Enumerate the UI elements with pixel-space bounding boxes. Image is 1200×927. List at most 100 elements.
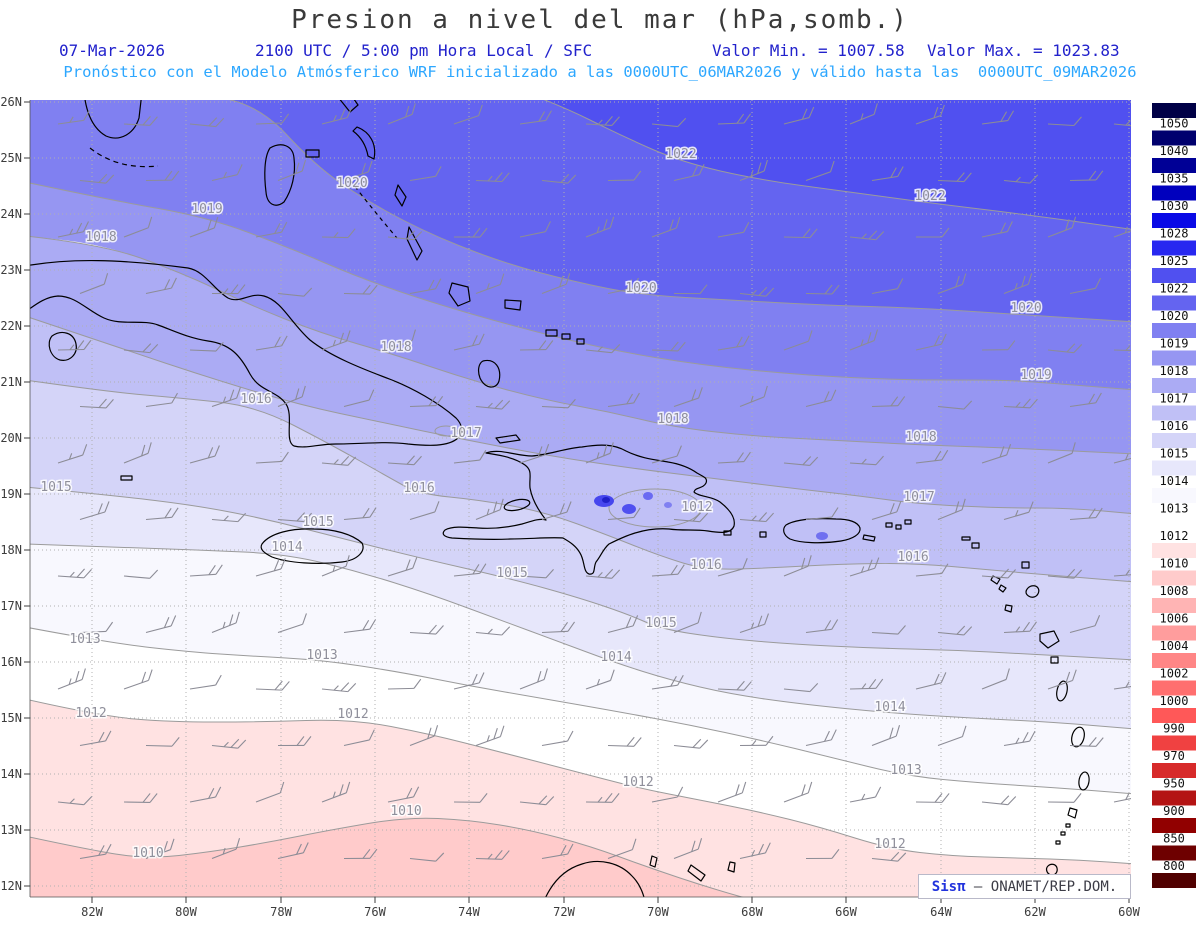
coastline-jamaica xyxy=(260,528,364,564)
colorbar-label: 800 xyxy=(1163,859,1185,873)
pressure-band xyxy=(30,818,742,897)
colorbar-label: 1002 xyxy=(1160,667,1189,681)
wind-barb-icon xyxy=(453,672,485,690)
coastline-virgin-islands xyxy=(885,519,912,530)
colorbar-label: 850 xyxy=(1163,832,1185,846)
wind-barb-icon xyxy=(277,842,309,860)
wind-barb-icon xyxy=(123,442,152,464)
lon-tick-label: 66W xyxy=(835,905,857,919)
colorbar-label: 1030 xyxy=(1160,199,1189,213)
coastline-aruba xyxy=(649,855,658,868)
wind-barb-icon xyxy=(123,669,153,690)
coastline-st-kitts-nevis xyxy=(990,575,1007,593)
coastline-st-martin xyxy=(961,536,980,549)
wind-barb-icon xyxy=(1047,343,1083,354)
colorbar-cell xyxy=(1152,735,1196,751)
wind-barb-icon xyxy=(651,216,681,238)
lon-tick-label: 78W xyxy=(270,905,292,919)
isobar-label: 1018 xyxy=(905,430,936,445)
wind-barb-icon xyxy=(1003,730,1036,747)
isobar-lines xyxy=(30,100,1131,897)
wind-barb-icon xyxy=(79,843,112,860)
wind-barb-icon xyxy=(343,284,378,295)
coastline-long-island xyxy=(406,226,423,261)
wind-barb-icon xyxy=(1069,615,1101,634)
wind-barb-icon xyxy=(871,500,902,521)
wind-barb-icon xyxy=(409,624,444,635)
wind-barb-icon xyxy=(541,621,575,634)
wind-barb-icon xyxy=(409,501,440,521)
wind-barb-icon xyxy=(607,507,641,521)
isobar-1012 xyxy=(30,699,1131,865)
isobar-label: 1016 xyxy=(240,392,271,407)
lat-tick-label: 22N xyxy=(0,319,22,333)
isobar-label: 1022 xyxy=(665,147,696,162)
isobar-label: 1012 xyxy=(337,707,368,722)
colorbar-label: 1050 xyxy=(1160,117,1189,131)
wind-barb-icon xyxy=(519,221,551,238)
wind-barb-icon xyxy=(871,725,901,747)
wind-barb-icon xyxy=(211,387,241,408)
wind-barb-icon xyxy=(1113,453,1131,464)
coastline-eleuthera xyxy=(352,126,376,160)
wind-barb-icon xyxy=(673,838,703,860)
wind-barb-icon xyxy=(277,385,306,408)
wind-barb-icon xyxy=(1047,793,1082,803)
wind-barb-icon xyxy=(981,221,1013,238)
colorbar-label: 900 xyxy=(1163,804,1185,818)
wind-barb-icon xyxy=(849,786,882,803)
colorbar-label: 1010 xyxy=(1160,557,1189,571)
coastline-turks-caicos xyxy=(545,329,585,345)
isobar-label: 1010 xyxy=(390,804,421,819)
wind-barb-icon xyxy=(255,680,290,691)
wind-barb-icon xyxy=(651,341,686,352)
wind-barb-icon xyxy=(79,398,114,409)
pressure-shading-bands xyxy=(30,100,1131,897)
wind-barb-icon xyxy=(343,729,375,747)
coastline-florida xyxy=(84,100,142,139)
wind-barb-icon xyxy=(783,555,812,577)
wind-barb-icon xyxy=(1003,621,1037,634)
wind-barb-icon xyxy=(651,786,684,803)
wind-barb-icon xyxy=(321,781,351,803)
wind-barb-icon xyxy=(321,682,357,693)
wind-barb-icon xyxy=(915,563,949,577)
wind-barb-icon xyxy=(409,725,439,747)
pressure-band xyxy=(30,100,1131,390)
colorbar-cell xyxy=(1152,185,1196,201)
isobar-label: 1018 xyxy=(657,412,688,427)
wind-barb-icon xyxy=(519,795,555,806)
coastline-new-providence xyxy=(305,149,320,158)
wind-barb-icon xyxy=(1113,793,1131,803)
colorbar-label: 1025 xyxy=(1160,254,1189,268)
isobar-label: 1019 xyxy=(1020,368,1051,383)
coastline-grenada xyxy=(1045,863,1058,876)
lat-tick-label: 25N xyxy=(0,151,22,165)
wind-barb-icon xyxy=(607,170,642,182)
wind-barb-icon xyxy=(805,160,835,182)
isobar-1013 xyxy=(30,627,1131,795)
coastline-mayaguana xyxy=(504,299,522,311)
wind-barb-icon xyxy=(871,166,904,182)
coastline-st-lucia xyxy=(1078,771,1090,791)
wind-barb-icon xyxy=(871,851,907,862)
wind-barb-icon xyxy=(673,512,709,523)
lon-tick-label: 82W xyxy=(81,905,103,919)
colorbar-label: 1015 xyxy=(1160,447,1189,461)
isobar-label: 1020 xyxy=(1010,301,1041,316)
coastline-guajira xyxy=(545,860,645,897)
wind-barb-icon xyxy=(57,668,86,690)
wind-barb-icon xyxy=(849,678,884,690)
wind-barb-icon xyxy=(1047,568,1083,579)
wind-barb-icon xyxy=(475,399,511,410)
coastline-grand-cayman xyxy=(120,475,133,481)
wind-barb-icon xyxy=(211,512,247,523)
wind-barb-icon xyxy=(783,106,815,125)
wind-barb-icon xyxy=(145,507,179,521)
wind-barb-icon xyxy=(343,389,375,408)
wind-barb-icon xyxy=(343,160,373,182)
wind-barb-icon xyxy=(1113,345,1131,352)
colorbar-cell xyxy=(1152,295,1196,311)
colorbar-cell xyxy=(1152,763,1196,778)
